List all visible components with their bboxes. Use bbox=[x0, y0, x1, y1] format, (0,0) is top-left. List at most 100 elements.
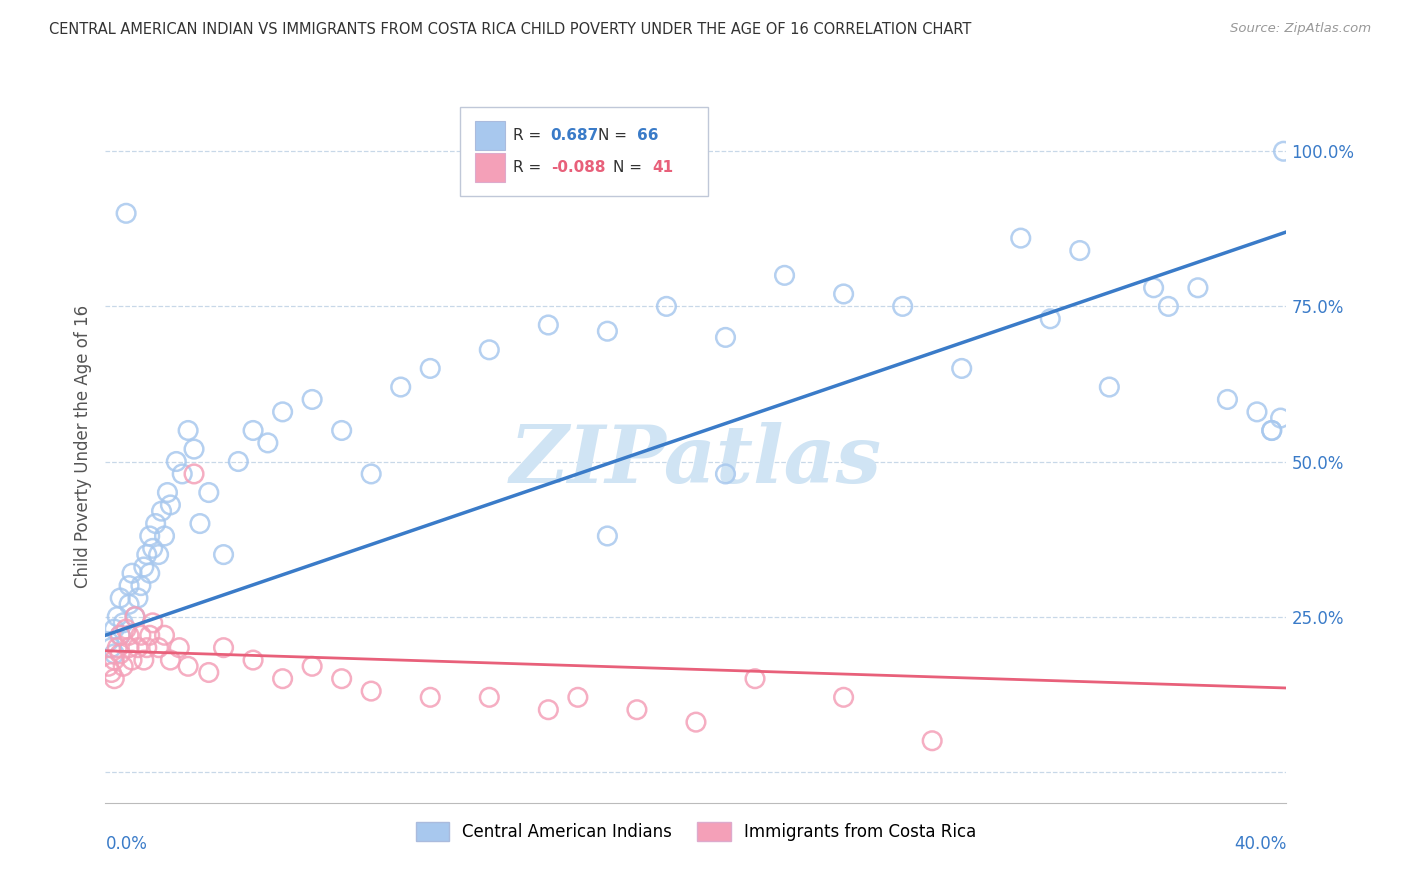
Point bbox=[97, 634, 120, 648]
Point bbox=[1270, 411, 1292, 425]
Point bbox=[1157, 299, 1180, 313]
Point bbox=[1010, 231, 1032, 245]
Point bbox=[132, 560, 155, 574]
Point bbox=[242, 653, 264, 667]
Point bbox=[110, 591, 132, 605]
Point bbox=[138, 628, 162, 642]
Point bbox=[148, 640, 170, 655]
Text: 66: 66 bbox=[637, 128, 658, 143]
Point bbox=[115, 622, 138, 636]
Text: 0.0%: 0.0% bbox=[105, 835, 148, 853]
Point bbox=[153, 529, 176, 543]
Point bbox=[1261, 424, 1284, 438]
Point bbox=[1272, 145, 1295, 159]
Point bbox=[419, 690, 441, 705]
Point bbox=[212, 640, 235, 655]
Point bbox=[138, 529, 162, 543]
Point bbox=[105, 640, 128, 655]
Point bbox=[1069, 244, 1091, 258]
Point bbox=[183, 467, 205, 481]
Point bbox=[129, 579, 152, 593]
Point bbox=[832, 690, 855, 705]
Point bbox=[389, 380, 412, 394]
Text: R =: R = bbox=[513, 128, 546, 143]
Point bbox=[159, 653, 181, 667]
Point bbox=[596, 529, 619, 543]
Point bbox=[188, 516, 211, 531]
Point bbox=[744, 672, 766, 686]
Point bbox=[596, 324, 619, 338]
Text: 0.687: 0.687 bbox=[551, 128, 599, 143]
FancyBboxPatch shape bbox=[475, 153, 505, 182]
Point bbox=[921, 733, 943, 747]
Point bbox=[655, 299, 678, 313]
Point bbox=[110, 628, 132, 642]
Point bbox=[478, 690, 501, 705]
Point bbox=[124, 609, 146, 624]
Point bbox=[177, 424, 200, 438]
Point bbox=[714, 467, 737, 481]
Point bbox=[1261, 424, 1284, 438]
Point bbox=[685, 715, 707, 730]
Point bbox=[1143, 281, 1166, 295]
Point bbox=[1216, 392, 1239, 407]
Point bbox=[212, 548, 235, 562]
Point bbox=[159, 498, 181, 512]
Point bbox=[118, 628, 141, 642]
Point bbox=[100, 665, 122, 680]
Point bbox=[242, 424, 264, 438]
Point bbox=[330, 672, 353, 686]
Point bbox=[183, 442, 205, 456]
Text: N =: N = bbox=[613, 161, 647, 175]
Text: N =: N = bbox=[598, 128, 631, 143]
Point bbox=[271, 672, 294, 686]
Point bbox=[537, 318, 560, 332]
Point bbox=[419, 361, 441, 376]
Text: R =: R = bbox=[513, 161, 546, 175]
Point bbox=[142, 541, 165, 556]
Point bbox=[103, 647, 125, 661]
Point bbox=[165, 454, 187, 468]
Point bbox=[153, 628, 176, 642]
Point bbox=[626, 703, 648, 717]
Point bbox=[228, 454, 250, 468]
Text: ZIPatlas: ZIPatlas bbox=[510, 422, 882, 499]
Point bbox=[714, 330, 737, 344]
Point bbox=[110, 628, 132, 642]
Y-axis label: Child Poverty Under the Age of 16: Child Poverty Under the Age of 16 bbox=[73, 304, 91, 588]
Text: -0.088: -0.088 bbox=[551, 161, 605, 175]
Point bbox=[132, 653, 155, 667]
FancyBboxPatch shape bbox=[460, 107, 707, 196]
Point bbox=[360, 684, 382, 698]
Point bbox=[478, 343, 501, 357]
Point bbox=[773, 268, 796, 283]
Point bbox=[172, 467, 194, 481]
Point bbox=[121, 566, 143, 581]
Point bbox=[103, 672, 125, 686]
Point bbox=[148, 548, 170, 562]
Point bbox=[891, 299, 914, 313]
FancyBboxPatch shape bbox=[475, 121, 505, 150]
Legend: Central American Indians, Immigrants from Costa Rica: Central American Indians, Immigrants fro… bbox=[409, 815, 983, 848]
Point bbox=[832, 287, 855, 301]
Point bbox=[567, 690, 589, 705]
Point bbox=[112, 659, 135, 673]
Point bbox=[129, 628, 152, 642]
Point bbox=[105, 609, 128, 624]
Text: Source: ZipAtlas.com: Source: ZipAtlas.com bbox=[1230, 22, 1371, 36]
Point bbox=[142, 615, 165, 630]
Point bbox=[118, 640, 141, 655]
Point bbox=[301, 659, 323, 673]
Point bbox=[118, 579, 141, 593]
Point bbox=[177, 659, 200, 673]
Point bbox=[360, 467, 382, 481]
Point bbox=[135, 548, 157, 562]
Point bbox=[169, 640, 191, 655]
Point bbox=[145, 516, 167, 531]
Point bbox=[112, 615, 135, 630]
Point bbox=[103, 653, 125, 667]
Text: 41: 41 bbox=[652, 161, 673, 175]
Point bbox=[110, 647, 132, 661]
Point bbox=[150, 504, 173, 518]
Point bbox=[127, 640, 149, 655]
